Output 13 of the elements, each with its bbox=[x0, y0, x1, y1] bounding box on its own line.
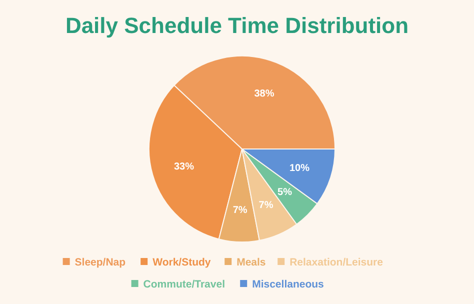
data-label: 33% bbox=[174, 161, 194, 172]
legend-label: Work/Study bbox=[152, 256, 211, 269]
chart-title: Daily Schedule Time Distribution bbox=[65, 13, 409, 38]
legend-label: Miscellaneous bbox=[252, 278, 324, 291]
legend-label: Relaxation/Leisure bbox=[290, 256, 384, 269]
legend-label: Commute/Travel bbox=[143, 278, 226, 291]
data-label: 7% bbox=[258, 200, 274, 211]
legend-label: Sleep/Nap bbox=[74, 256, 126, 269]
data-label: 7% bbox=[232, 204, 248, 216]
legend-label: Meals bbox=[236, 256, 266, 269]
data-label: 10% bbox=[289, 163, 310, 174]
data-label: 5% bbox=[278, 187, 292, 198]
data-label: 38% bbox=[254, 88, 274, 100]
